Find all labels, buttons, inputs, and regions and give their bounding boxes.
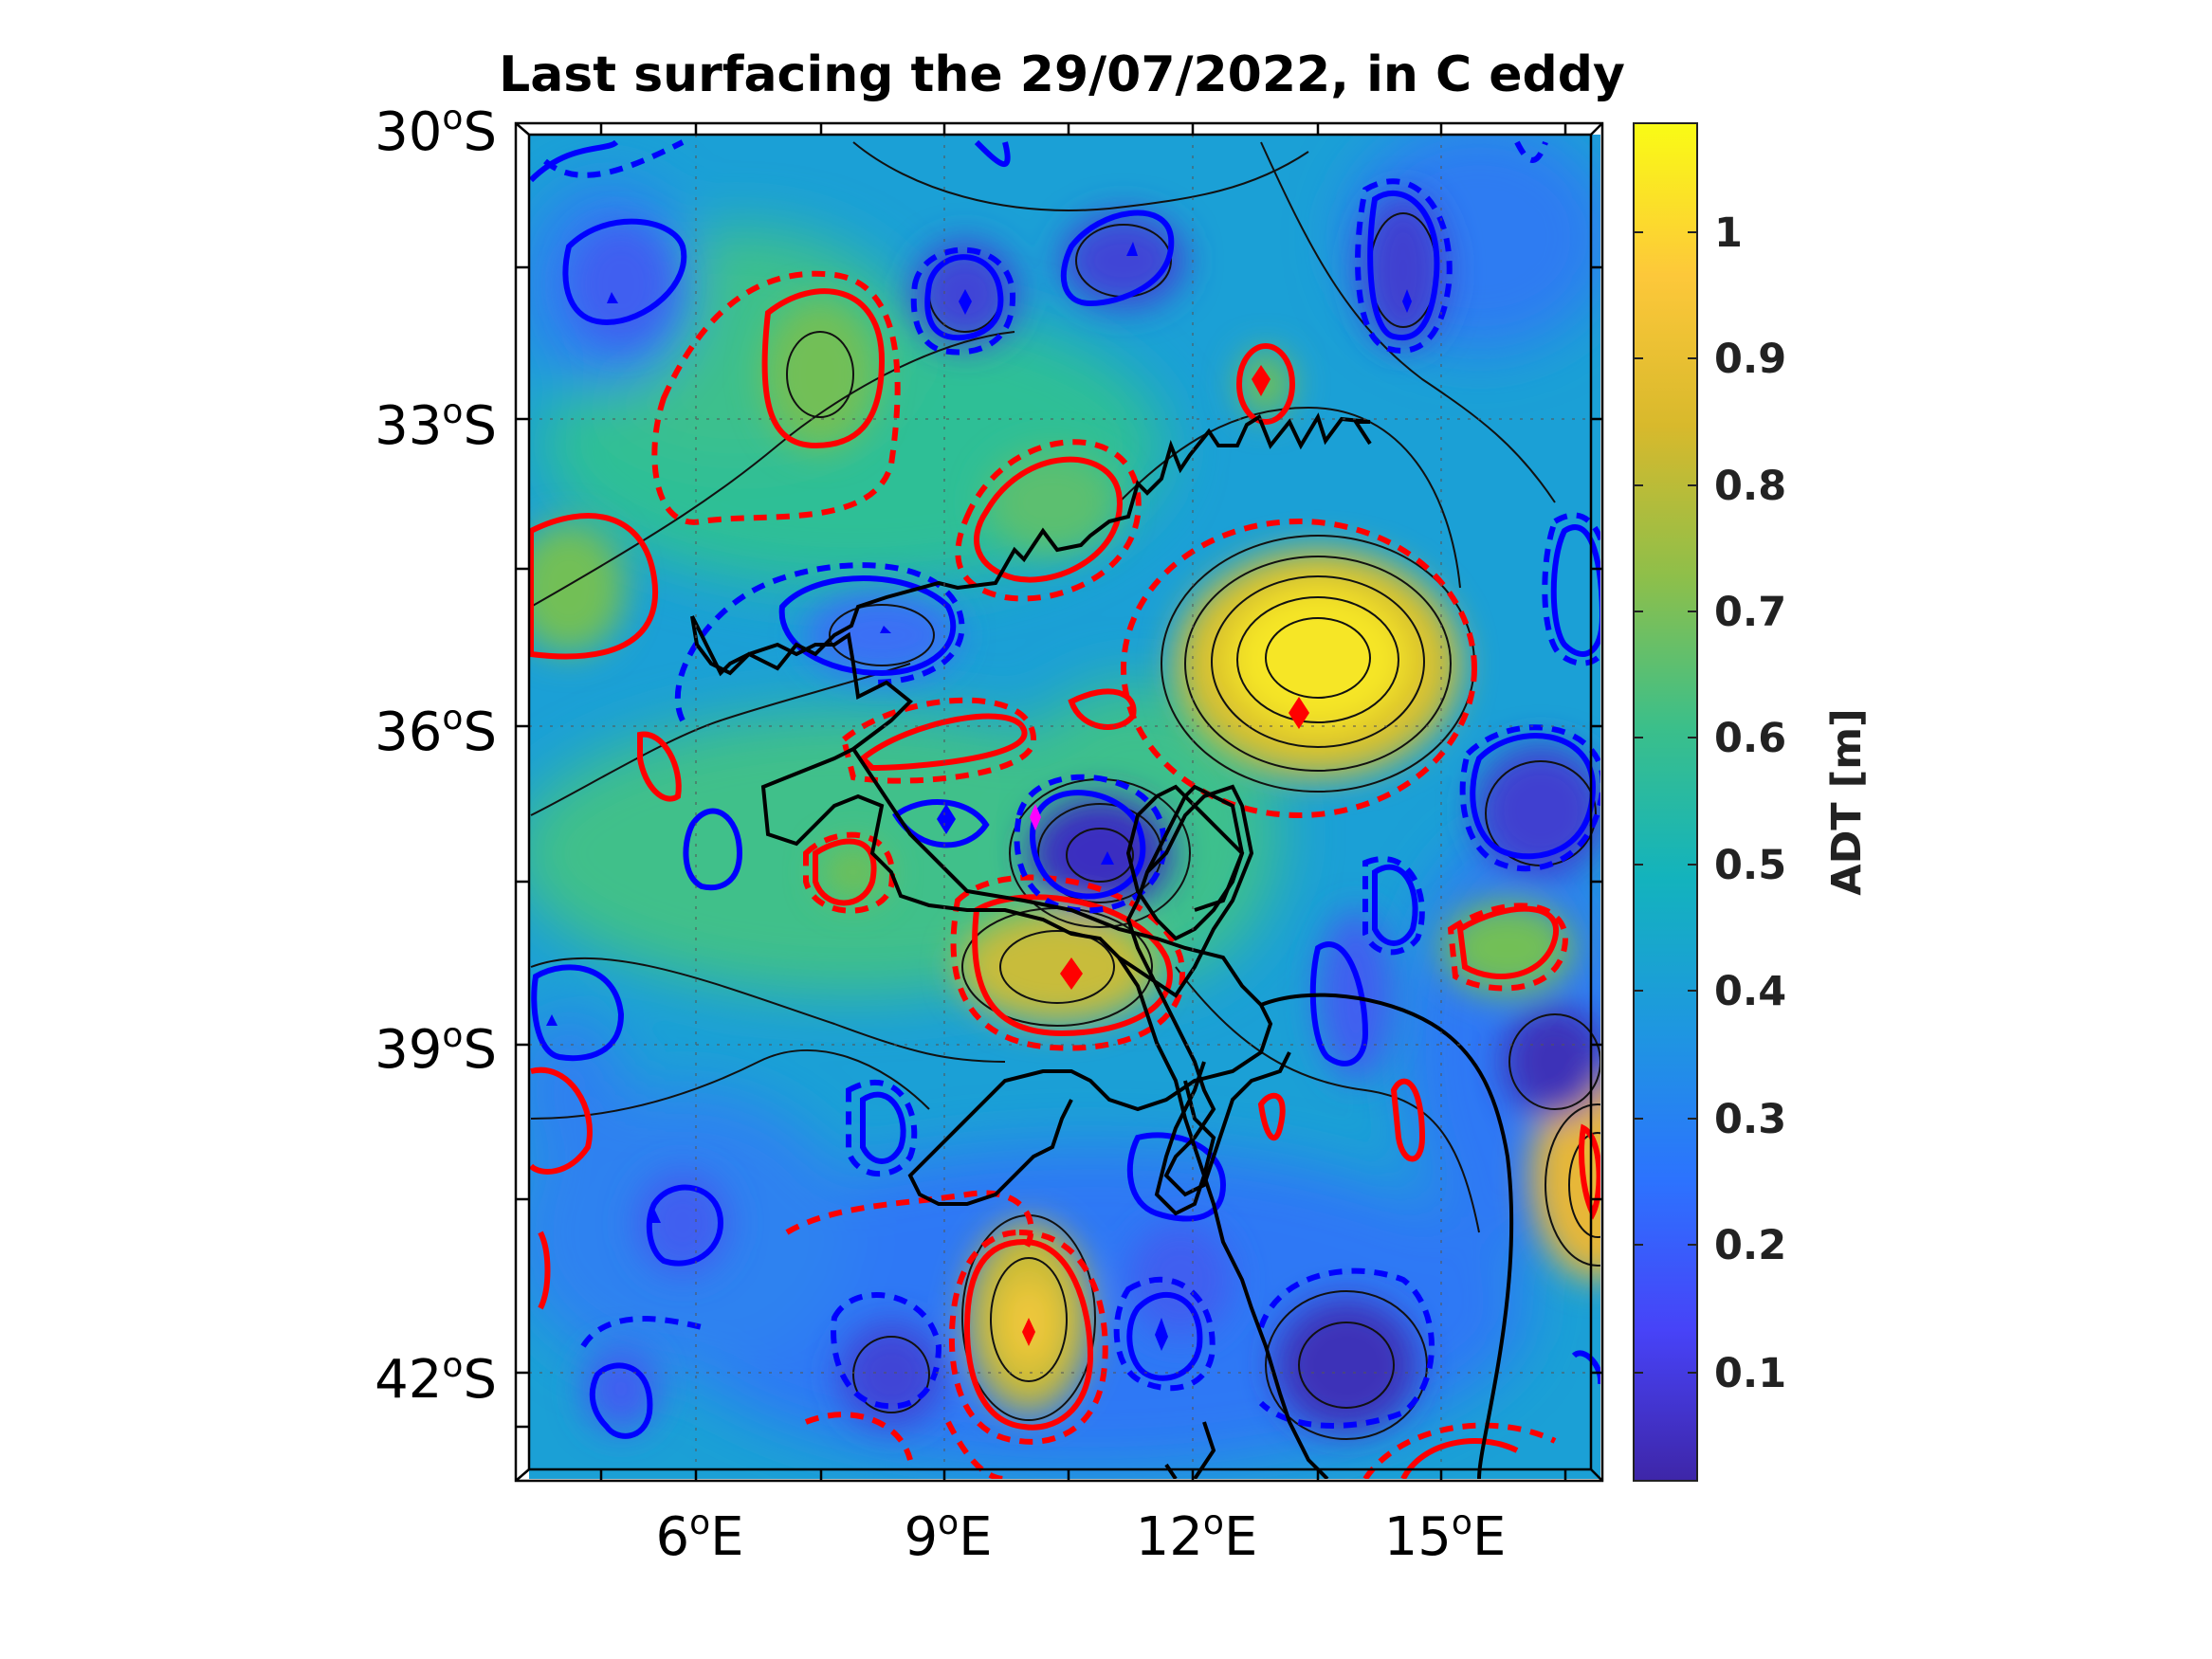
- lat-label: 42oS: [375, 1346, 497, 1411]
- anticyclone-center-marker: [1060, 957, 1083, 990]
- cyclone-center-marker: [1155, 1318, 1168, 1351]
- cyclone-center-marker: [1101, 851, 1114, 865]
- longitude-labels: 6oE 9oE 12oE 15oE: [655, 1504, 1506, 1568]
- cyclonic-eddy-contours: [529, 139, 1600, 1439]
- colorbar-tick-label: 0.6: [1714, 715, 1786, 762]
- colorbar-tick-label: 0.2: [1714, 1222, 1786, 1269]
- colorbar-tick-label: 0.7: [1714, 589, 1786, 636]
- cyclone-center-marker: [1126, 242, 1138, 256]
- lon-label: 6oE: [655, 1504, 743, 1568]
- cyclone-center-marker: [546, 1014, 558, 1026]
- colorbar-tick-label: 0.8: [1714, 463, 1786, 510]
- map-grid: [529, 135, 1600, 1479]
- cyclone-center-marker: [607, 292, 618, 303]
- figure-title: Last surfacing the 29/07/2022, in C eddy: [499, 46, 1625, 103]
- colorbar-tick-label: 0.1: [1714, 1350, 1786, 1397]
- colorbar-ticks: [1634, 231, 1697, 1374]
- lon-label: 9oE: [904, 1504, 992, 1568]
- colorbar-tick-label: 0.9: [1714, 336, 1786, 383]
- eddy-center-markers: [546, 242, 1412, 1351]
- adt-map: [529, 135, 1600, 1479]
- last-surfacing-marker: [1030, 804, 1041, 830]
- lat-label: 30oS: [375, 99, 497, 163]
- lon-label: 12oE: [1136, 1504, 1258, 1568]
- cyclone-center-marker: [1402, 289, 1412, 313]
- lat-label: 39oS: [375, 1016, 497, 1081]
- lat-label: 33oS: [375, 392, 497, 457]
- latitude-labels: 30oS 33oS 36oS 39oS 42oS: [375, 99, 497, 1411]
- anticyclone-center-marker: [1252, 365, 1271, 396]
- cyclone-center-marker: [648, 1209, 661, 1223]
- anticyclonic-eddy-contours: [529, 270, 1600, 1479]
- cyclone-center-marker: [959, 289, 972, 315]
- colorbar-tick-labels: 0.1 0.2 0.3 0.4 0.5 0.6 0.7 0.8 0.9 1: [1714, 210, 1786, 1397]
- colorbar-tick-label: 1: [1714, 210, 1743, 257]
- colorbar-tick-label: 0.5: [1714, 842, 1786, 889]
- colorbar-label: ADT [m]: [1823, 708, 1871, 895]
- lat-label: 36oS: [375, 699, 497, 763]
- colorbar-gradient: [1633, 122, 1698, 1482]
- cyclone-center-marker: [880, 626, 891, 633]
- colorbar: 0.1 0.2 0.3 0.4 0.5 0.6 0.7 0.8 0.9 1 AD…: [1633, 122, 1871, 1482]
- cyclone-center-marker: [937, 804, 956, 834]
- float-trajectory: [690, 412, 1514, 1479]
- colorbar-tick-label: 0.4: [1714, 968, 1786, 1015]
- colorbar-tick-label: 0.3: [1714, 1096, 1786, 1143]
- anticyclone-center-marker: [1289, 697, 1309, 729]
- map-frame: [514, 121, 1604, 1483]
- lon-label: 15oE: [1384, 1504, 1507, 1568]
- anticyclone-center-marker: [1022, 1318, 1035, 1346]
